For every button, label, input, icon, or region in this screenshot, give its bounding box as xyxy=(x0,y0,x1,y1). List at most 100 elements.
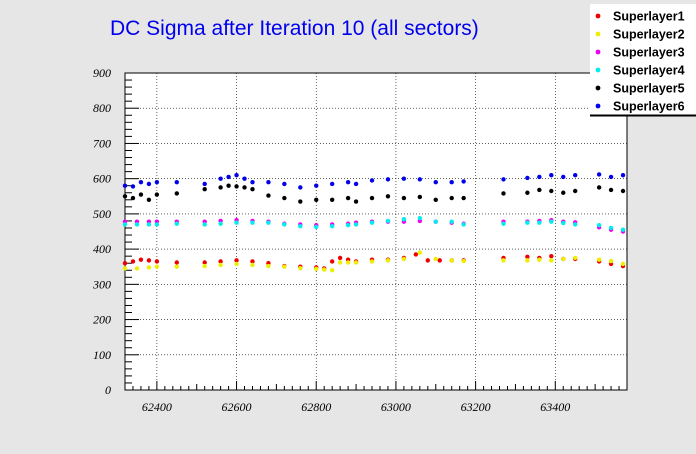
data-point xyxy=(501,177,506,182)
data-point xyxy=(218,262,223,268)
data-point xyxy=(322,267,327,272)
data-point xyxy=(122,266,128,271)
data-point xyxy=(138,257,144,262)
x-tick-label: 62800 xyxy=(301,400,331,414)
data-point xyxy=(250,179,255,185)
legend-marker xyxy=(595,103,601,109)
data-point xyxy=(298,265,303,271)
legend-marker xyxy=(595,13,601,19)
data-point xyxy=(620,261,626,267)
data-point xyxy=(314,224,319,230)
data-point xyxy=(369,220,375,225)
data-point xyxy=(549,219,554,224)
data-point xyxy=(573,172,578,178)
data-point xyxy=(461,222,466,227)
chart-title: DC Sigma after Iteration 10 (all sectors… xyxy=(110,17,479,40)
data-point xyxy=(537,220,542,225)
series-Superlayer5 xyxy=(122,183,626,204)
y-tick-label: 700 xyxy=(93,136,111,150)
data-point xyxy=(154,259,160,264)
data-point xyxy=(596,185,602,190)
data-point xyxy=(401,256,407,262)
data-point xyxy=(353,260,359,265)
data-point xyxy=(174,191,179,196)
data-point xyxy=(138,179,144,185)
data-point xyxy=(525,175,530,181)
data-point xyxy=(525,190,530,195)
x-tick-label: 63200 xyxy=(461,400,491,414)
axes: 62400 62600 62800 63000 63200 63400 0 100 200 300… xyxy=(92,66,620,414)
data-point xyxy=(202,260,207,265)
data-point xyxy=(122,261,128,266)
legend-marker xyxy=(595,67,601,73)
data-point xyxy=(154,222,160,227)
y-tick-label: 500 xyxy=(93,207,111,221)
data-point xyxy=(620,227,626,232)
data-point xyxy=(561,256,566,262)
data-point xyxy=(122,194,128,199)
data-point xyxy=(282,264,287,269)
data-point xyxy=(250,220,255,225)
data-point xyxy=(282,195,287,201)
series-Superlayer4 xyxy=(122,215,626,232)
data-point xyxy=(369,195,375,201)
data-point xyxy=(218,221,223,226)
data-point xyxy=(449,179,454,185)
data-point xyxy=(174,260,179,265)
data-point xyxy=(146,197,152,202)
data-point xyxy=(202,187,207,192)
data-point xyxy=(154,264,160,269)
data-point xyxy=(608,225,614,231)
data-point xyxy=(314,197,319,202)
y-tick-label: 100 xyxy=(93,348,111,362)
data-point xyxy=(329,224,335,229)
data-point xyxy=(146,265,152,270)
data-point xyxy=(561,174,566,180)
data-point xyxy=(608,174,614,180)
data-point xyxy=(234,172,239,178)
data-point xyxy=(202,222,207,227)
data-point xyxy=(337,260,343,265)
data-point xyxy=(608,187,614,193)
data-point xyxy=(596,222,602,228)
data-point xyxy=(234,261,239,267)
y-tick-label: 800 xyxy=(93,101,111,115)
data-point xyxy=(242,176,247,181)
data-point xyxy=(417,194,423,200)
data-point xyxy=(234,220,239,225)
legend-label: Superlayer2 xyxy=(613,28,685,42)
y-tick-label: 0 xyxy=(105,383,111,397)
data-point xyxy=(174,264,179,269)
legend-box xyxy=(590,4,696,115)
data-point xyxy=(596,172,602,177)
data-point xyxy=(353,181,359,187)
data-point xyxy=(573,222,578,227)
data-point xyxy=(449,258,454,263)
data-point xyxy=(329,259,335,264)
data-point xyxy=(266,220,271,225)
data-point xyxy=(298,185,303,190)
data-point xyxy=(174,179,179,185)
data-point xyxy=(549,188,554,194)
data-point xyxy=(561,220,566,226)
data-point xyxy=(250,259,255,264)
data-point xyxy=(461,195,466,201)
data-point xyxy=(437,258,442,263)
data-point xyxy=(337,255,343,261)
data-point xyxy=(549,253,554,259)
data-point xyxy=(401,216,407,222)
data-point xyxy=(329,268,335,273)
data-point xyxy=(234,184,239,189)
data-point xyxy=(345,222,351,228)
data-point xyxy=(573,255,578,261)
data-point xyxy=(353,199,359,204)
data-point xyxy=(202,263,207,269)
legend-marker xyxy=(595,31,601,37)
data-point xyxy=(501,258,506,263)
data-point xyxy=(369,178,375,183)
data-point xyxy=(537,187,542,193)
data-point xyxy=(250,187,255,192)
data-point xyxy=(134,222,140,227)
data-point xyxy=(218,185,223,190)
data-point xyxy=(525,220,530,225)
